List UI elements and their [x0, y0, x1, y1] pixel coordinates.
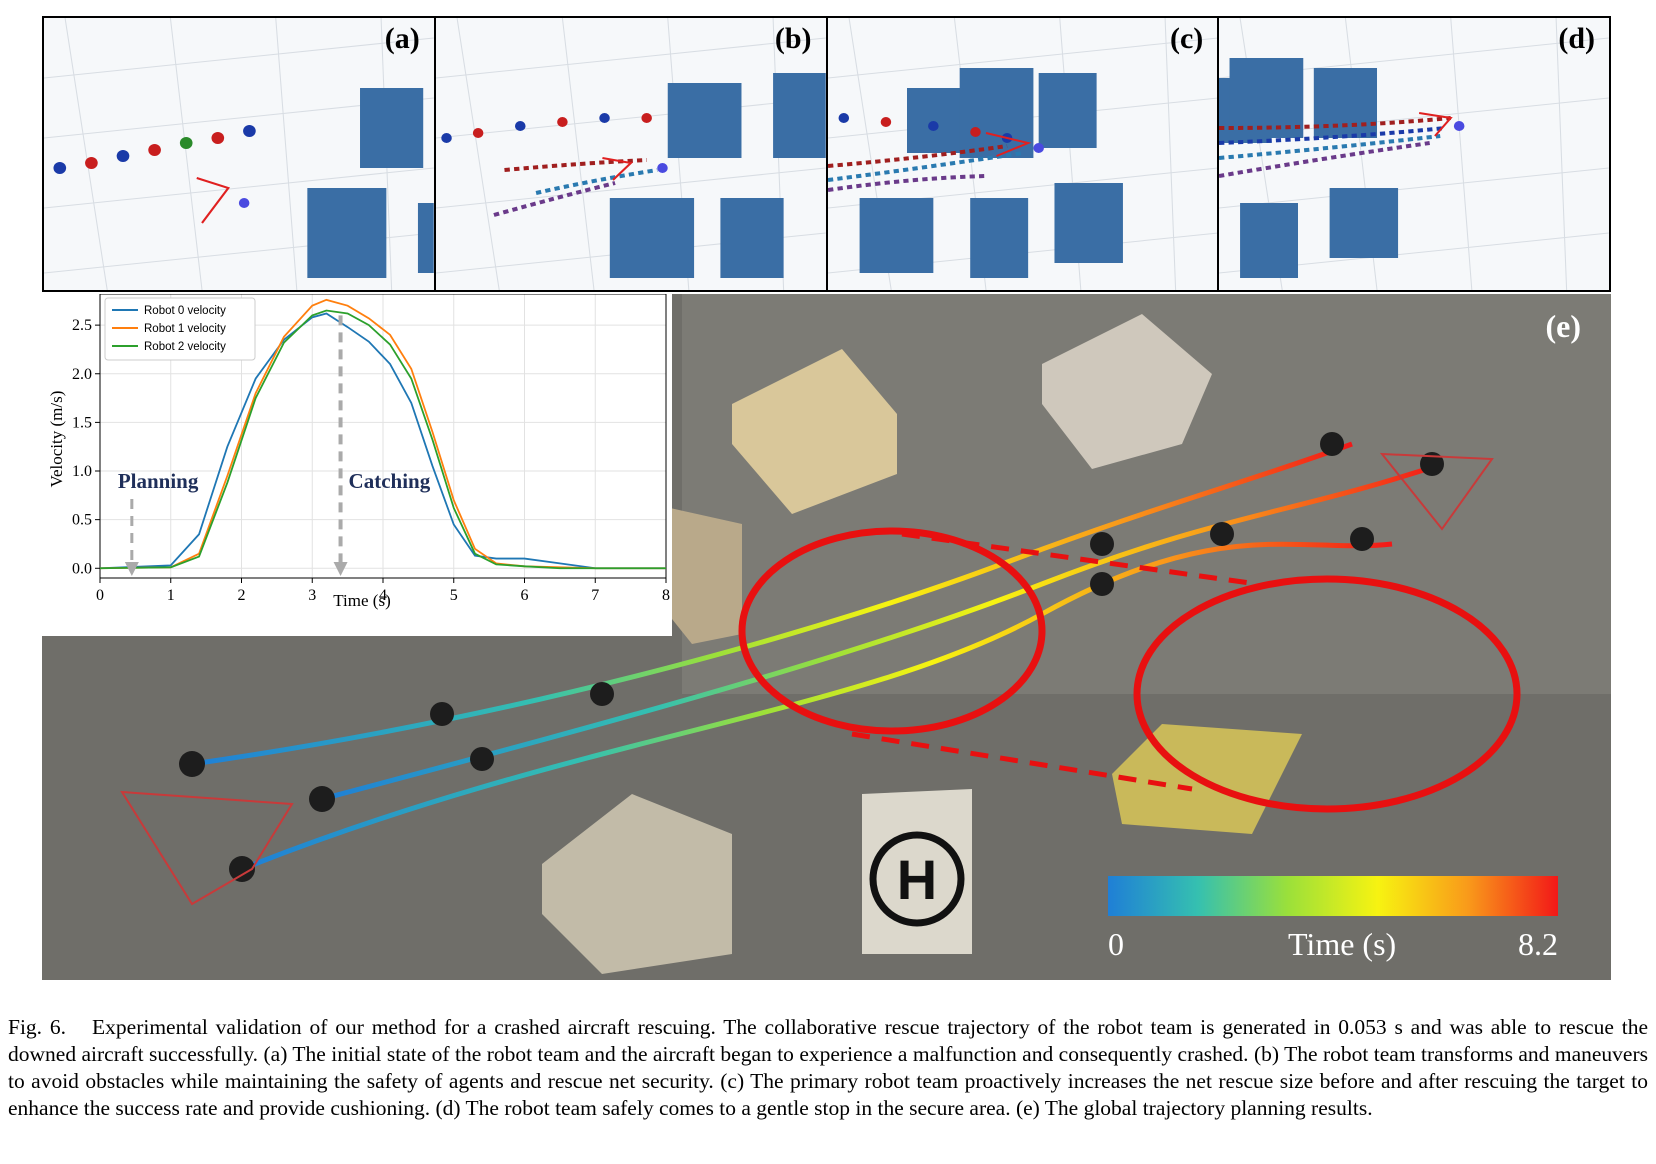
x-tick-label: 7 [591, 587, 599, 604]
legend-entry: Robot 1 velocity [144, 323, 226, 335]
time-colorbar: 0 Time (s) 8.2 [1108, 876, 1558, 976]
panel-c-label: (c) [1169, 22, 1204, 55]
svg-text:H: H [897, 848, 937, 911]
x-tick-label: 2 [238, 587, 246, 604]
robot-team-markers [53, 125, 256, 174]
highlight-ellipse-zoom [1133, 575, 1521, 813]
x-axis-label: Time (s) [333, 591, 390, 610]
legend-entry: Robot 0 velocity [144, 305, 226, 317]
x-tick-label: 3 [308, 587, 316, 604]
y-tick-label: 1.0 [72, 463, 92, 480]
panel-e-label: (e) [1545, 308, 1581, 344]
zoom-callout-lines [851, 531, 1258, 792]
rescue-nets [120, 452, 1494, 906]
panel-a: (a) [44, 18, 436, 290]
annotation-planning: Planning [118, 469, 199, 493]
annotation-arrow-head [333, 562, 348, 576]
trajectories [191, 441, 1443, 872]
panel-b-label: (b) [774, 22, 812, 55]
velocity-chart-svg: 0 1 2 3 4 5 6 7 8 0.0 0.5 1.0 1.5 2.0 2.5 Planning Catc… [47, 294, 670, 610]
colorbar-max: 8.2 [1518, 926, 1558, 962]
simulation-panels: (a) (b) [42, 16, 1611, 292]
y-axis-label: Velocity (m/s) [47, 391, 66, 488]
panel-b-scene [435, 18, 826, 290]
x-tick-label: 5 [450, 587, 458, 604]
panel-d-label: (d) [1558, 22, 1595, 55]
robots [179, 432, 1444, 882]
panel-d: (d) [1219, 18, 1609, 290]
chart-annotations: Planning Catching [118, 315, 431, 576]
chart-legend: Robot 0 velocity Robot 1 velocity Robot 2 … [104, 297, 256, 361]
caption-text: Experimental validation of our method fo… [8, 1015, 1648, 1120]
x-tick-label: 4 [379, 587, 387, 604]
x-tick-label: 0 [96, 587, 104, 604]
y-tick-label: 2.0 [72, 366, 92, 383]
figure-caption: Fig. 6. Experimental validation of our me… [8, 1014, 1648, 1122]
y-tick-label: 1.5 [72, 414, 92, 431]
x-tick-label: 6 [521, 587, 529, 604]
robot-team-markers [441, 113, 652, 143]
legend-entry: Robot 2 velocity [144, 341, 226, 353]
panel-a-label: (a) [384, 22, 420, 55]
colorbar-title: Time (s) [1288, 926, 1397, 962]
colorbar-gradient [1108, 876, 1558, 916]
colorbar-min: 0 [1108, 926, 1124, 962]
figure-label: Fig. 6. [8, 1015, 67, 1039]
x-tick-label: 8 [662, 587, 670, 604]
y-tick-label: 0.0 [72, 560, 92, 577]
panel-a-scene [44, 18, 434, 290]
velocity-chart: 0 1 2 3 4 5 6 7 8 0.0 0.5 1.0 1.5 2.0 2.5 Planning Catc… [42, 294, 672, 636]
chart-series [99, 298, 666, 570]
axis-ticks: 0 1 2 3 4 5 6 7 8 0.0 0.5 1.0 1.5 2.0 2.5 [72, 317, 670, 604]
panel-c-scene [827, 18, 1218, 290]
x-tick-label: 1 [167, 587, 175, 604]
y-tick-label: 2.5 [72, 317, 92, 334]
helipad-marker: H [869, 831, 965, 927]
series-line-robot-2 [99, 309, 666, 570]
annotation-arrow-head [124, 562, 139, 576]
legend-box [104, 297, 256, 361]
series-line-robot-0 [99, 312, 666, 570]
panel-d-scene [1219, 18, 1609, 290]
annotation-catching: Catching [349, 469, 431, 493]
panel-c: (c) [827, 18, 1220, 290]
panel-b: (b) [435, 18, 828, 290]
y-tick-label: 0.5 [72, 512, 92, 529]
highlight-ellipse-small [738, 527, 1046, 735]
